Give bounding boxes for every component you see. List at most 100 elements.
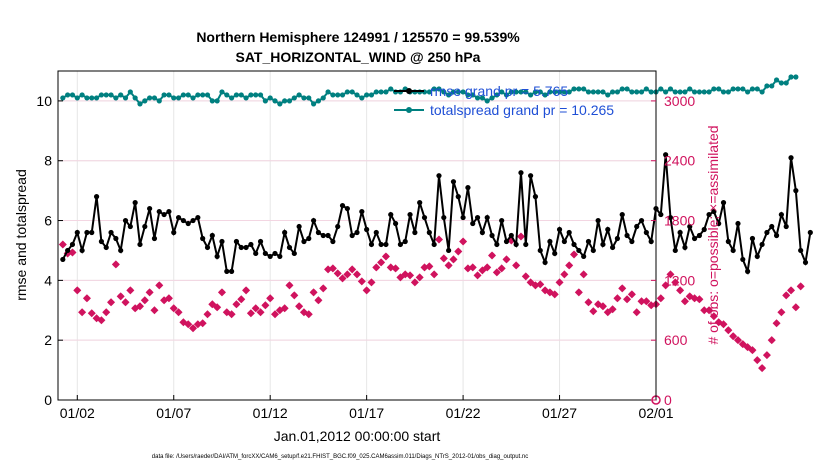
obs-point	[584, 298, 593, 307]
rmse-point	[677, 229, 683, 236]
totalspread-point	[185, 92, 191, 98]
totalspread-point	[778, 80, 784, 86]
plot-frame	[58, 71, 656, 400]
totalspread-point	[272, 98, 278, 104]
rmse-point	[132, 200, 138, 206]
y-axis-label-right: # of obs: o=possible; ×=assimilated	[705, 125, 721, 344]
rmse-point	[166, 208, 172, 215]
totalspread-point	[257, 92, 264, 98]
totalspread-point	[677, 89, 683, 95]
obs-point	[169, 304, 178, 313]
rmse-point	[735, 220, 741, 227]
rmse-point	[137, 241, 143, 248]
totalspread-point	[118, 92, 124, 98]
obs-point	[58, 240, 67, 249]
totalspread-point	[571, 86, 577, 92]
rmse-point	[320, 232, 326, 239]
rmse-point	[301, 238, 307, 245]
rmse-point	[118, 247, 124, 254]
totalspread-point	[190, 95, 196, 101]
rmse-point	[204, 244, 211, 251]
y-tick-label-right: 600	[664, 332, 688, 348]
totalspread-point	[566, 89, 572, 95]
obs-point	[68, 248, 77, 257]
obs-point	[459, 237, 468, 246]
rmse-point	[764, 229, 770, 236]
rmse-point	[147, 205, 153, 212]
obs-point	[729, 332, 738, 341]
totalspread-point	[344, 89, 350, 95]
rmse-point	[243, 244, 249, 251]
totalspread-point	[634, 89, 640, 95]
y-tick-label-left: 10	[36, 93, 52, 109]
ticks-layer: 01/02 01/07 01/12 01/17 01/22 01/27 02/0102468…	[36, 93, 695, 421]
totalspread-point	[730, 86, 736, 92]
obs-point	[555, 278, 564, 287]
totalspread-point	[552, 89, 558, 95]
rmse-point	[470, 220, 476, 227]
x-tick-label: 01/07	[156, 405, 191, 421]
obs-point	[266, 294, 275, 303]
totalspread-point	[759, 89, 765, 95]
rmse-point	[576, 247, 582, 254]
totalspread-point	[532, 89, 539, 95]
rmse-point	[272, 250, 278, 257]
rmse-point	[595, 217, 601, 224]
totalspread-point	[108, 92, 114, 98]
totalspread-point	[605, 92, 611, 98]
totalspread-point	[701, 89, 707, 95]
legend: rmse grand pr = 5.765 totalspread grand …	[394, 83, 614, 118]
totalspread-point	[663, 89, 669, 95]
rmse-point	[200, 235, 206, 242]
totalspread-point	[499, 89, 505, 95]
obs-point	[164, 294, 173, 303]
obs-point	[217, 288, 226, 297]
obs-point	[189, 324, 198, 333]
totalspread-point	[113, 95, 119, 101]
obs-point	[155, 281, 164, 290]
rmse-point	[706, 211, 712, 218]
totalspread-point	[180, 92, 186, 98]
y-tick-label-left: 6	[44, 213, 52, 229]
totalspread-point	[489, 95, 495, 101]
totalspread-point	[65, 92, 71, 98]
obs-point	[560, 270, 569, 279]
totalspread-point	[658, 86, 664, 92]
totalspread-point	[436, 86, 442, 92]
obs-point	[536, 280, 545, 289]
obs-point	[772, 319, 781, 328]
obs-point	[232, 300, 241, 309]
obs-point	[87, 309, 96, 318]
obs-point	[97, 316, 106, 325]
rmse-point	[286, 244, 293, 251]
totalspread-point	[330, 92, 336, 98]
rmse-point	[392, 220, 399, 227]
rmse-point	[499, 217, 505, 224]
totalspread-point	[518, 89, 524, 95]
obs-point	[758, 364, 767, 373]
totalspread-point	[93, 95, 100, 101]
totalspread-point	[638, 89, 645, 95]
obs-point	[637, 297, 646, 306]
rmse-point	[547, 238, 553, 245]
totalspread-point	[465, 92, 471, 98]
totalspread-point	[69, 92, 76, 98]
obs-point	[705, 306, 714, 315]
totalspread-point	[224, 92, 230, 98]
obs-point	[488, 251, 497, 260]
rmse-point	[696, 232, 703, 239]
totalspread-point	[248, 92, 254, 98]
obs-point	[82, 294, 91, 303]
totalspread-point	[764, 83, 770, 89]
rmse-point	[248, 241, 254, 248]
obs-point	[642, 297, 651, 306]
rmse-point	[171, 229, 177, 236]
obs-point	[227, 310, 236, 319]
totalspread-point	[595, 89, 601, 95]
rmse-point	[537, 247, 543, 254]
obs-point	[314, 296, 323, 305]
totalspread-point	[315, 98, 322, 104]
rmse-point	[306, 235, 312, 242]
rmse-point	[190, 217, 196, 224]
